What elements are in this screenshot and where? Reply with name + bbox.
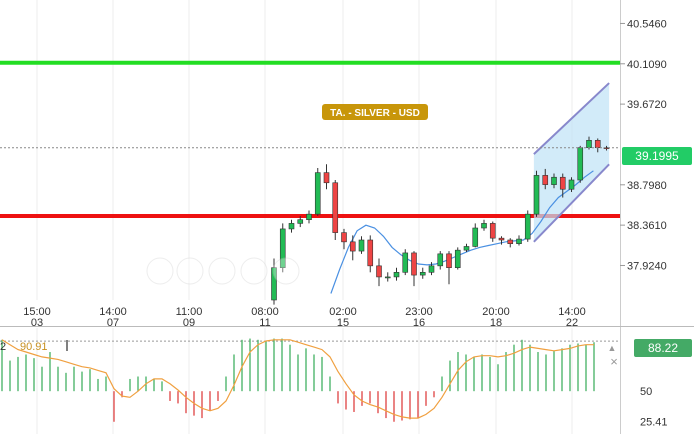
candle-body[interactable] xyxy=(577,147,584,181)
instrument-label: TA. - SILVER - USD xyxy=(322,104,428,120)
oscillator-header: 2 90.91 xyxy=(0,340,68,353)
price-pane: TA. - SILVER - USD 15:000314:000711:0009… xyxy=(0,0,620,329)
vertical-grid xyxy=(36,0,573,300)
oscillator-signal-line xyxy=(1,339,594,419)
candle-body[interactable] xyxy=(271,267,277,301)
current-price-badge-background xyxy=(622,147,692,165)
zoom-tools xyxy=(146,257,300,285)
time-tick-label: 23:00 xyxy=(405,306,433,318)
candle-body[interactable] xyxy=(314,172,321,215)
time-tick-label: 14:00 xyxy=(99,306,127,318)
current-price-badge: 39.1995 xyxy=(622,147,692,165)
candle-body[interactable] xyxy=(367,239,374,267)
time-tick-label: 02:00 xyxy=(329,306,357,318)
close-pane-icon[interactable]: × xyxy=(610,354,618,369)
time-tick-label: 15:00 xyxy=(23,306,51,318)
candle-body[interactable] xyxy=(533,175,540,215)
candle-body[interactable] xyxy=(586,140,592,148)
collapse-arrow-icon[interactable]: ▲ xyxy=(608,343,617,353)
candle-body[interactable] xyxy=(419,272,426,276)
candle-body[interactable] xyxy=(288,223,295,230)
candle-body[interactable] xyxy=(446,253,452,268)
candle-body[interactable] xyxy=(437,253,444,267)
date-tick-label: 07 xyxy=(107,317,119,329)
date-tick-label: 15 xyxy=(337,317,349,329)
time-tick-label: 20:00 xyxy=(482,306,510,318)
candle-body[interactable] xyxy=(498,237,505,241)
candle-body[interactable] xyxy=(306,213,312,220)
candle-body[interactable] xyxy=(376,265,382,278)
instrument-label-text: TA. - SILVER - USD xyxy=(330,108,420,119)
candle-body[interactable] xyxy=(516,238,522,244)
candle-body[interactable] xyxy=(454,249,461,268)
price-axis-ticks: 40.5460 40.1090 39.6720 38.7980 38.3610 37.92… xyxy=(620,18,667,272)
price-tick-label: 37.9240 xyxy=(627,260,667,272)
price-axis[interactable]: 40.5460 40.1090 39.6720 38.7980 38.3610 37.92… xyxy=(620,0,692,434)
candle-body[interactable] xyxy=(594,140,601,148)
oscillator-period: 2 xyxy=(0,341,6,353)
price-tick-label: 40.5460 xyxy=(627,18,667,30)
oscillator-bars xyxy=(1,338,595,422)
candle-body[interactable] xyxy=(507,239,514,244)
time-tick-label: 11:00 xyxy=(176,306,203,318)
candle-body[interactable] xyxy=(341,232,347,243)
current-price-badge-text: 39.1995 xyxy=(635,149,679,163)
candle-body[interactable] xyxy=(559,176,566,190)
date-tick-label: 09 xyxy=(183,317,195,329)
oscillator-pane-controls: ▲ × xyxy=(608,343,618,369)
candle-body[interactable] xyxy=(524,213,531,240)
zoom-tool-icon[interactable] xyxy=(176,257,204,285)
date-tick-label: 03 xyxy=(31,317,43,329)
candle-body[interactable] xyxy=(279,228,286,268)
candle-body[interactable] xyxy=(323,172,330,184)
candle-body[interactable] xyxy=(489,223,496,239)
candle-body[interactable] xyxy=(551,176,557,185)
candle-body[interactable] xyxy=(393,272,400,278)
candle-body[interactable] xyxy=(542,175,549,185)
oscillator-value-badge: 88.22 xyxy=(634,339,692,357)
oscillator-pane: 2 90.91 ▲ × 50 25.41 88.22 xyxy=(0,328,692,434)
zoom-tool-icon[interactable] xyxy=(208,257,236,285)
candle-body[interactable] xyxy=(472,227,479,247)
oscillator-value-badge-background xyxy=(634,339,692,357)
date-tick-label: 18 xyxy=(490,317,502,329)
price-pane-background xyxy=(0,0,620,325)
channel-fill xyxy=(533,83,610,242)
price-tick-label: 40.1090 xyxy=(627,59,667,71)
zoom-tool-icon[interactable] xyxy=(240,257,268,285)
oscillator-tick-label: 50 xyxy=(640,386,652,398)
candle-body[interactable] xyxy=(428,265,435,273)
price-tick-label: 38.7980 xyxy=(627,180,667,192)
time-tick-label: 08:00 xyxy=(251,306,279,318)
price-tick-label: 39.6720 xyxy=(627,99,667,111)
moving-average-line xyxy=(330,170,594,294)
instrument-label-background xyxy=(322,104,428,120)
candle-body[interactable] xyxy=(332,182,339,233)
candle-body[interactable] xyxy=(358,239,365,252)
price-tick-label: 38.3610 xyxy=(627,220,667,232)
candle-body[interactable] xyxy=(481,223,487,229)
candle-body[interactable] xyxy=(402,252,409,273)
candle-body[interactable] xyxy=(349,241,356,252)
time-tick-label: 14:00 xyxy=(558,306,586,318)
candlestick-series xyxy=(271,136,610,305)
date-tick-label: 16 xyxy=(413,317,425,329)
candle-body[interactable] xyxy=(384,276,391,279)
oscillator-tick-label: 25.41 xyxy=(640,416,668,428)
channel-upper-line[interactable] xyxy=(533,82,610,155)
candle-body[interactable] xyxy=(463,246,470,251)
oscillator-value-badge-text: 88.22 xyxy=(648,341,678,355)
zoom-tool-icon[interactable] xyxy=(272,257,300,285)
candle-body[interactable] xyxy=(297,219,304,224)
oscillator-axis-ticks: 50 25.41 xyxy=(640,386,668,428)
date-tick-label: 11 xyxy=(259,317,270,329)
candle-body[interactable] xyxy=(411,252,417,276)
channel-lower-line[interactable] xyxy=(533,163,610,243)
oscillator-vertical-grid xyxy=(36,328,573,434)
zoom-tool-icon[interactable] xyxy=(146,257,174,285)
candle-body[interactable] xyxy=(568,179,575,190)
date-tick-label: 22 xyxy=(566,317,578,329)
oscillator-header-value: 90.91 xyxy=(20,341,48,353)
